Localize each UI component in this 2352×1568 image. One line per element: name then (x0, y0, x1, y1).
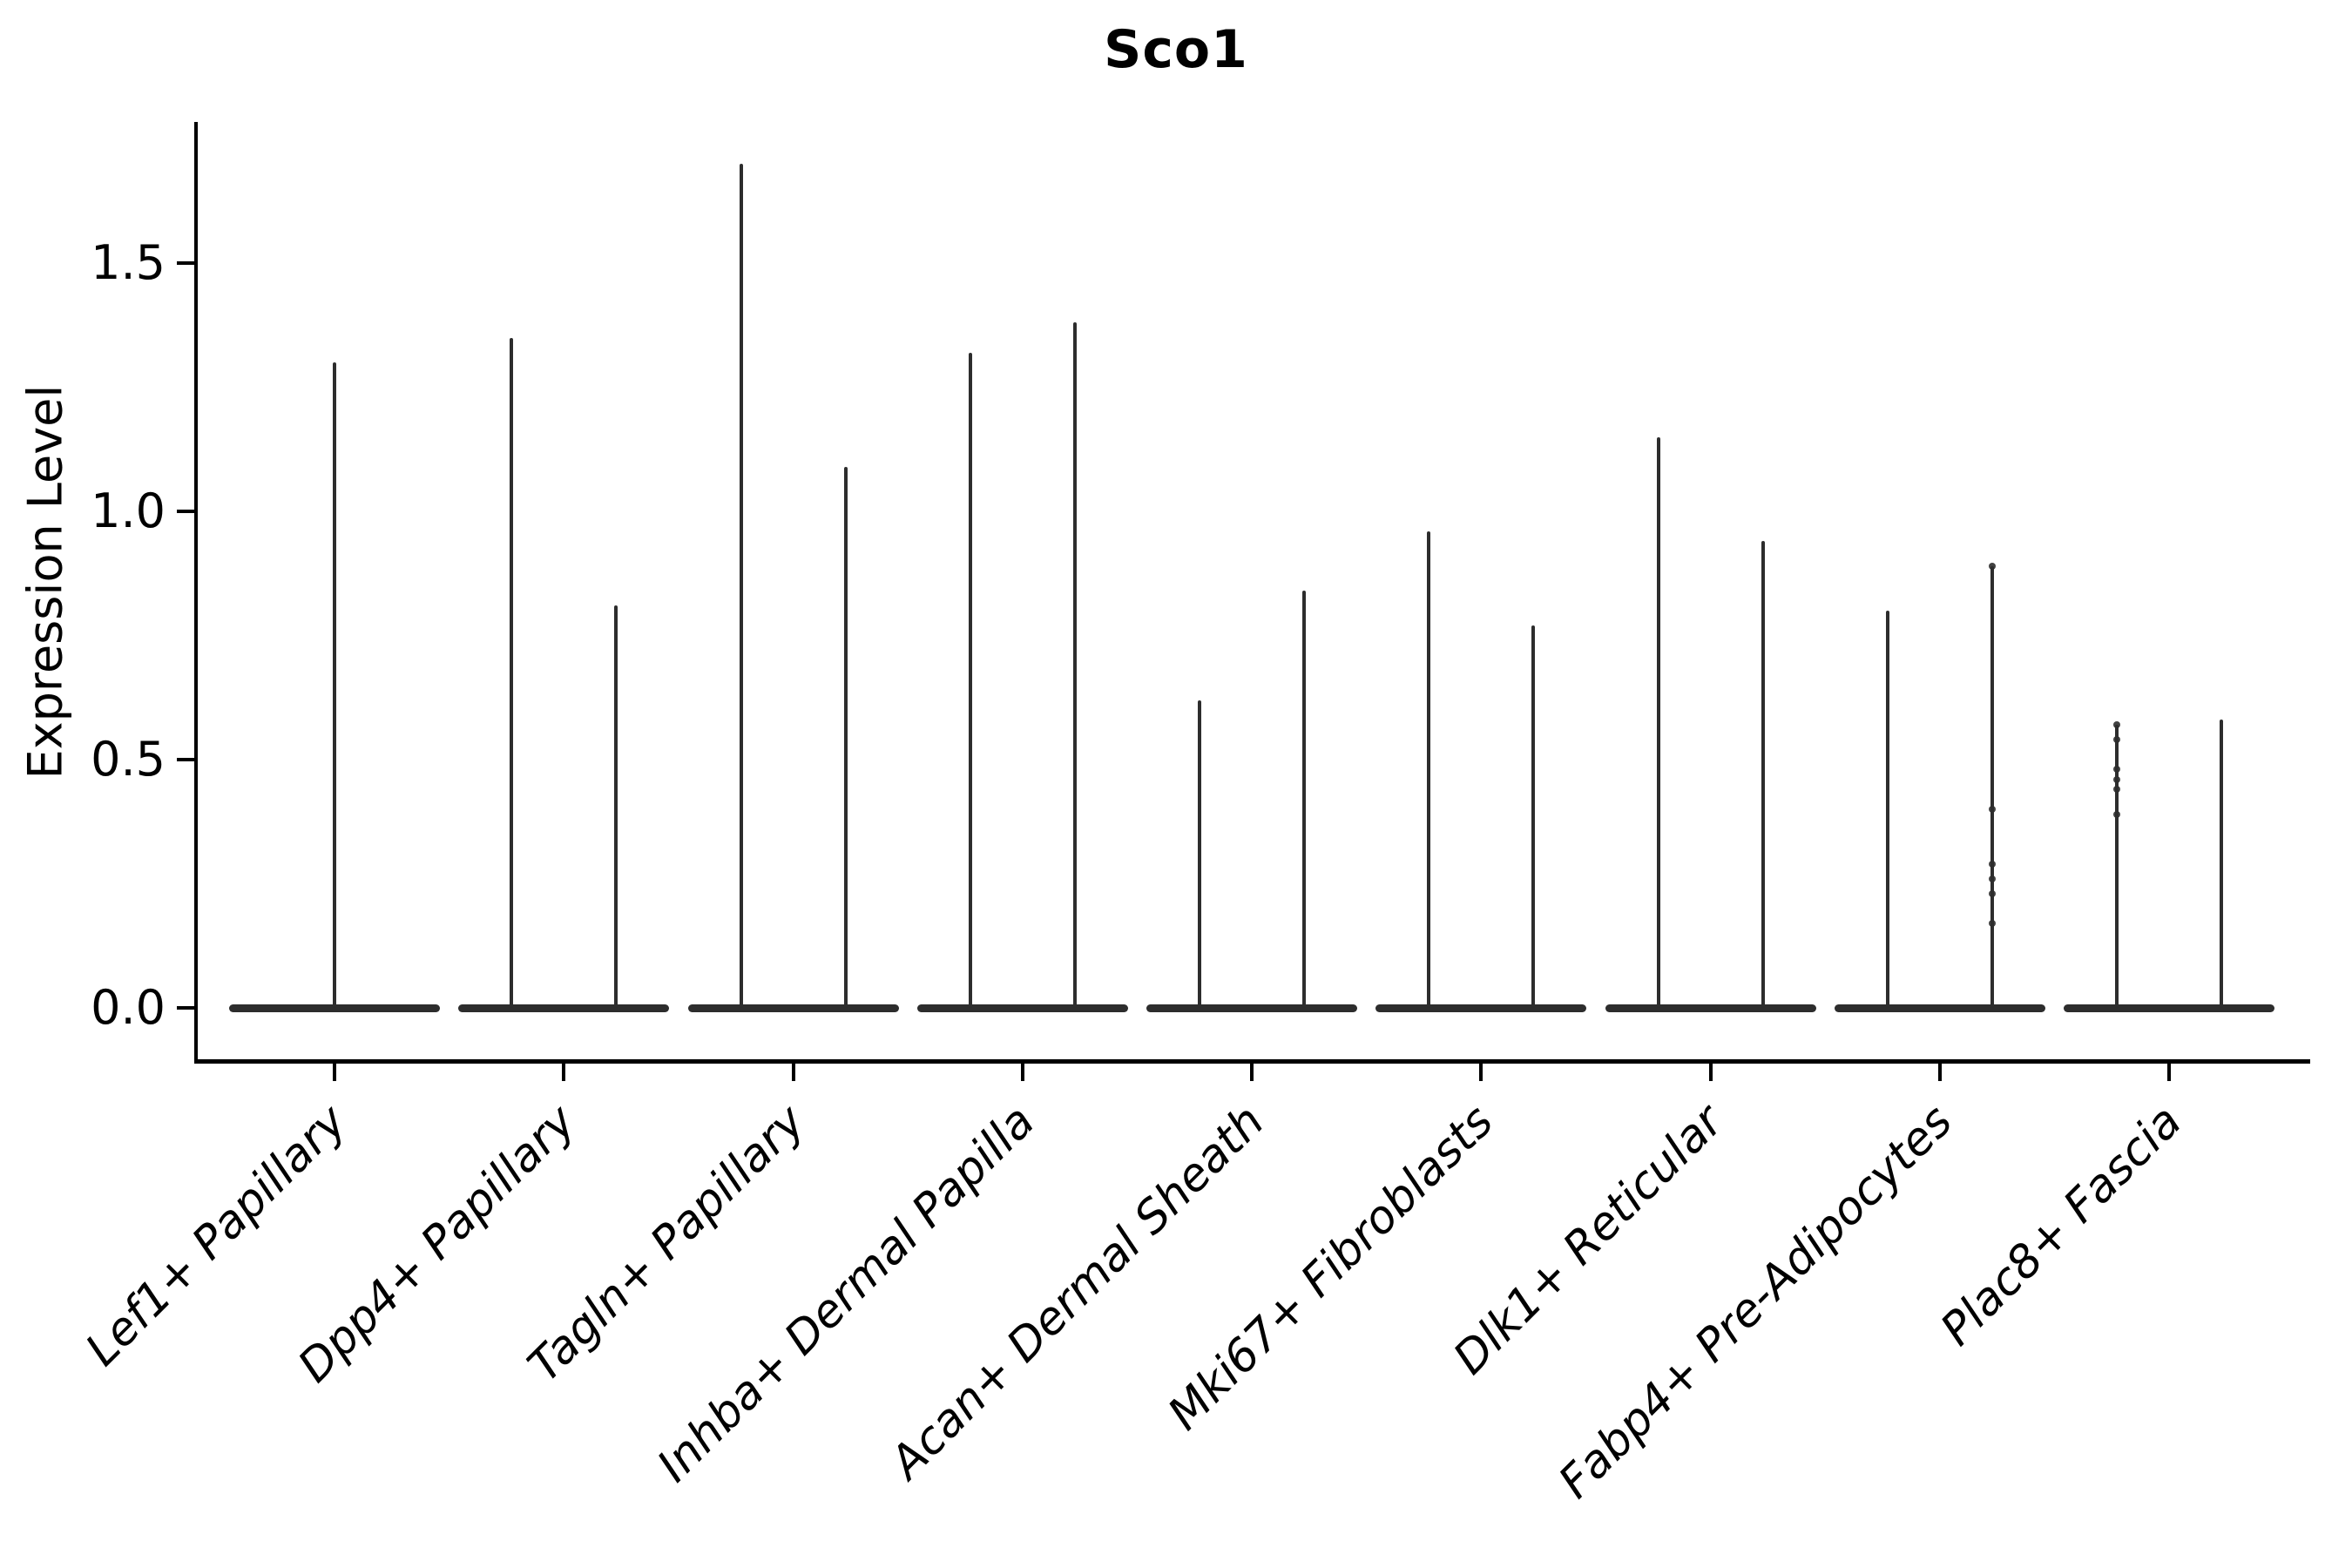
expression-point (2113, 810, 2120, 818)
expression-point (2113, 736, 2120, 744)
plot-title: Sco1 (1104, 19, 1248, 80)
x-tick-mark (791, 1064, 795, 1081)
violin-max-spike (1531, 625, 1536, 1008)
violin-zero-density-bar (687, 1004, 899, 1012)
x-tick-mark (562, 1064, 566, 1081)
violin-max-spike (1761, 541, 1765, 1008)
violin-max-spike (739, 164, 743, 1008)
violin-max-spike (2220, 720, 2223, 1008)
category-label: Plac8+ Fascia (1930, 1095, 2192, 1356)
expression-point (1988, 875, 1996, 882)
violin-max-spike (1885, 611, 1889, 1008)
violin-max-spike (1427, 531, 1431, 1008)
x-tick-mark (2167, 1064, 2171, 1081)
y-axis-label: Expression Level (17, 384, 73, 780)
violin-zero-density-bar (1605, 1004, 1816, 1012)
y-axis-spine (194, 122, 198, 1064)
y-tick-mark (177, 1006, 194, 1010)
violin-max-spike (2115, 725, 2119, 1008)
violin-max-spike (614, 605, 618, 1008)
violin-zero-density-bar (1834, 1004, 2045, 1012)
expression-point (1988, 920, 1996, 928)
violin-max-spike (510, 337, 514, 1008)
x-tick-mark (1020, 1064, 1024, 1081)
violin-zero-density-bar (1146, 1004, 1357, 1012)
x-tick-mark (333, 1064, 336, 1081)
violin-max-spike (1990, 565, 1994, 1008)
violin-max-spike (1656, 436, 1660, 1008)
x-tick-mark (1937, 1064, 1942, 1081)
expression-point (1988, 860, 1996, 868)
y-tick-label: 0.0 (91, 980, 166, 1035)
violin-max-spike (1198, 700, 1201, 1008)
expression-point (2113, 766, 2120, 774)
y-tick-mark (177, 261, 194, 265)
x-tick-mark (1708, 1064, 1713, 1081)
expression-point (2113, 721, 2120, 729)
category-label: Fabp4+ Pre-Adipocytes (1548, 1095, 1963, 1509)
violin-max-spike (333, 362, 336, 1008)
violin-zero-density-bar (2064, 1004, 2274, 1012)
expression-point (2113, 786, 2120, 794)
x-tick-mark (1250, 1064, 1254, 1081)
violin-zero-density-bar (458, 1004, 670, 1012)
y-tick-label: 1.0 (91, 483, 166, 538)
y-tick-mark (177, 758, 194, 761)
violin-max-spike (843, 466, 848, 1008)
violin-zero-density-bar (1375, 1004, 1587, 1012)
y-tick-label: 1.5 (91, 235, 166, 290)
category-label: Acan+ Dermal Sheath (880, 1095, 1274, 1490)
violin-max-spike (1302, 591, 1306, 1008)
violin-max-spike (968, 352, 972, 1008)
x-axis-spine (194, 1059, 2310, 1064)
category-label: Inhba+ Dermal Papilla (647, 1095, 1045, 1493)
expression-point (1988, 889, 1996, 897)
y-tick-label: 0.5 (91, 732, 166, 787)
violin-zero-density-bar (916, 1004, 1128, 1012)
violin-max-spike (1072, 322, 1077, 1008)
y-tick-mark (177, 510, 194, 513)
expression-point (1988, 806, 1996, 813)
violin-zero-density-bar (229, 1004, 440, 1012)
x-tick-mark (1479, 1064, 1484, 1081)
expression-point (1988, 562, 1996, 570)
expression-point (2113, 775, 2120, 783)
